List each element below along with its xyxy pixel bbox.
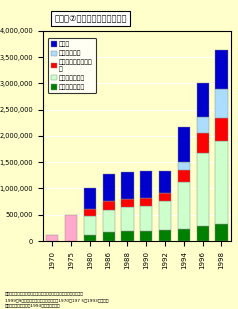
Bar [178,182,190,230]
Text: 大阪府「大阪府統計年鑑」各年度版、及び、大阪府「財政ノート」
1999年9月をもとに筆者作成。ただし、1970、197 5、1993年度につ
いては総額のみ、ま: 大阪府「大阪府統計年鑑」各年度版、及び、大阪府「財政ノート」 1999年9月をも… [5,292,108,307]
Text: グラフ⑦　地方債年度末現在高: グラフ⑦ 地方債年度末現在高 [54,14,127,23]
Bar [178,230,190,241]
Bar [103,210,115,231]
Bar [140,198,152,206]
Bar [103,231,115,241]
Bar [215,118,228,141]
Bar [215,89,228,118]
Bar [140,171,152,198]
Bar [121,199,134,207]
Bar [140,206,152,231]
Bar [65,215,77,241]
Bar [159,171,171,193]
Bar [84,188,96,209]
Bar [121,231,134,241]
Bar [84,209,96,216]
Bar [46,235,58,241]
Bar [197,153,209,226]
Bar [215,224,228,241]
Bar [84,235,96,241]
Bar [178,162,190,170]
Bar [197,117,209,133]
Bar [215,50,228,89]
Bar [84,216,96,235]
Bar [140,231,152,241]
Bar [197,133,209,153]
Bar [121,207,134,231]
Bar [178,127,190,162]
Bar [103,201,115,210]
Bar [159,193,171,201]
Bar [121,172,134,199]
Bar [103,174,115,201]
Bar [197,226,209,241]
Legend: その他, 減収補てん債, 公営住宅建設事業債
債, 一般単独事業債, 一般公共事業債: その他, 減収補てん債, 公営住宅建設事業債 債, 一般単独事業債, 一般公共事… [48,38,96,93]
Bar [159,201,171,230]
Bar [197,83,209,117]
Bar [178,170,190,182]
Bar [159,230,171,241]
Bar [215,141,228,224]
